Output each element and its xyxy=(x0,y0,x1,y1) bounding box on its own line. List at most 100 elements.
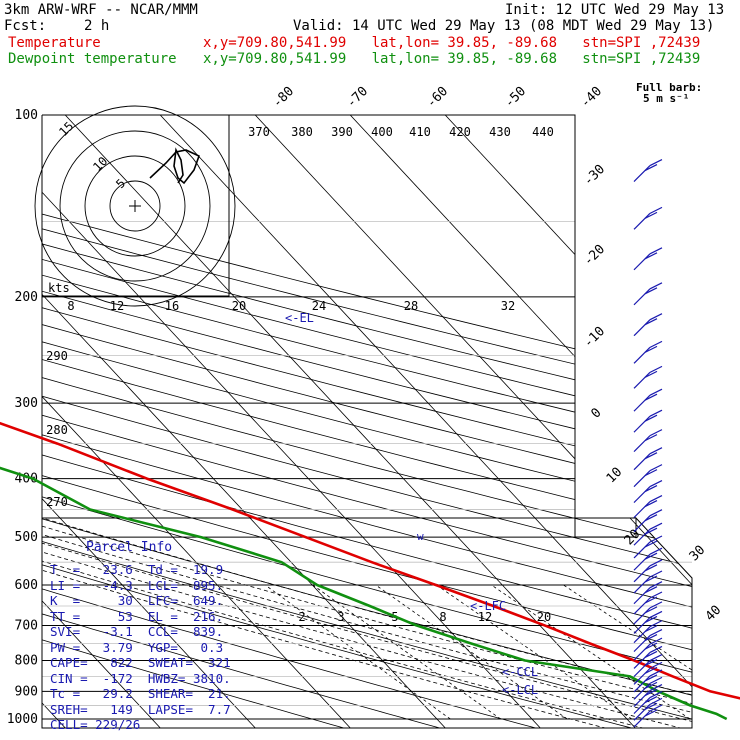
dewpoint-location: x,y=709.80,541.99 lat,lon= 39.85, -89.68… xyxy=(203,51,701,67)
hodograph-axis-label: 28 xyxy=(404,299,418,313)
wind-barb xyxy=(633,669,663,693)
wind-barb xyxy=(633,645,663,669)
wind-barb xyxy=(633,388,663,412)
moist-adiabat xyxy=(42,518,658,728)
wind-barb xyxy=(633,509,663,533)
parcel-info-title: Parcel Info xyxy=(86,540,173,555)
wind-barb xyxy=(633,535,663,559)
moist-adiabat xyxy=(42,518,692,728)
dry-adiabat xyxy=(42,518,692,728)
dry-adiabat xyxy=(42,518,358,728)
isotherm-label: -20 xyxy=(581,242,608,269)
dry-adiabat xyxy=(42,518,692,728)
hodograph-ring xyxy=(109,180,161,232)
wind-barb xyxy=(633,365,663,389)
wind-barb xyxy=(633,547,663,571)
mixing-ratio-label: 3 xyxy=(337,610,344,624)
hodograph-axis-label: 12 xyxy=(110,299,124,313)
wind-barb xyxy=(633,697,663,721)
wind-marker: w xyxy=(417,530,424,543)
dewpoint-legend: Dewpoint temperature xyxy=(8,51,177,67)
wind-barb xyxy=(633,654,663,677)
dry-adiabat xyxy=(42,518,692,728)
level-annotation: <-EL xyxy=(285,311,314,325)
isotherm-label: -60 xyxy=(424,84,451,111)
dry-adiabat xyxy=(42,518,692,728)
mixing-ratio-label: 8 xyxy=(439,610,446,624)
wind-barb xyxy=(633,620,663,644)
wind-barb xyxy=(633,480,663,503)
theta-label: 270 xyxy=(46,495,68,509)
dry-adiabat xyxy=(42,518,692,728)
hodograph-frame xyxy=(42,115,230,297)
mixing-ratio-line xyxy=(563,584,692,720)
theta-label: 390 xyxy=(331,125,353,139)
wind-barb xyxy=(633,447,663,471)
wind-barb xyxy=(633,559,663,583)
wind-barb xyxy=(633,522,663,546)
parcel-info-panel: Parcel Info T = 23.6 Td = 19.9 LI = -4.3… xyxy=(44,540,231,732)
wind-barb xyxy=(633,409,663,433)
dry-adiabat xyxy=(42,518,692,728)
hodograph-ring-label: 10 xyxy=(90,154,110,174)
wind-barb xyxy=(633,691,663,714)
dry-adiabat xyxy=(42,518,551,728)
wind-barb xyxy=(633,581,663,605)
theta-label: 370 xyxy=(248,125,270,139)
forecast-hours: 2 h xyxy=(84,18,110,34)
wind-barb xyxy=(633,282,663,306)
wind-barb xyxy=(633,313,663,337)
parcel-row: CIN = -172 HWBZ= 3810. xyxy=(50,670,231,686)
isotherm-label: -40 xyxy=(578,84,605,111)
isotherm-line xyxy=(42,518,260,728)
wind-barb xyxy=(633,247,663,271)
temperature-profile xyxy=(0,421,740,700)
isotherm-label: -10 xyxy=(581,324,608,351)
dry-adiabat xyxy=(42,518,454,728)
forecast-label: Fcst: xyxy=(4,18,47,34)
mixing-ratio-label: 12 xyxy=(478,610,492,624)
wind-barb xyxy=(633,429,663,453)
theta-label: 410 xyxy=(409,125,431,139)
isotherm-line xyxy=(324,518,692,728)
parcel-row: LI = -4.3 LCL= 895. xyxy=(50,577,224,593)
wind-barb xyxy=(633,629,663,652)
level-annotation: <-LFC xyxy=(470,599,506,613)
isotherm-line xyxy=(42,395,156,518)
parcel-row: TT = 53 EL = 216. xyxy=(50,608,224,624)
theta-label: 440 xyxy=(532,125,554,139)
parcel-row: Tc = 29.2 SHEAR= 21. xyxy=(50,686,231,701)
isotherm-label: -50 xyxy=(502,84,529,111)
isobar-label: 700 xyxy=(15,618,38,633)
hodograph-ring xyxy=(84,155,186,257)
isotherm-line xyxy=(42,293,251,518)
hodograph-ring-label: 15 xyxy=(56,119,76,139)
mixing-ratio-line xyxy=(312,584,501,720)
isotherm-line xyxy=(42,518,545,728)
isotherm-line xyxy=(229,518,692,728)
isobar-label: 600 xyxy=(15,578,38,593)
level-annotation: <-CCL xyxy=(502,665,538,679)
full-barb-unit: 5 m s⁻¹ xyxy=(643,92,690,105)
isobar-label: 200 xyxy=(15,290,38,305)
mixing-ratio-line xyxy=(264,584,451,720)
parcel-row: SVI= -3.1 CCL= 839. xyxy=(50,624,224,639)
hodograph-ring xyxy=(59,130,211,282)
moist-adiabat xyxy=(42,518,692,728)
parcel-row: PW = 3.79 YGP= 0.3 xyxy=(50,639,224,655)
wind-barb xyxy=(633,601,663,625)
parcel-row: SREH= 149 LAPSE= 7.7 xyxy=(50,701,231,717)
isotherm-line xyxy=(42,518,165,728)
hodograph-ring-label: 5 xyxy=(113,176,128,191)
isotherm-label: 20 xyxy=(622,527,644,549)
full-barb-label: Full barb: xyxy=(636,81,703,94)
theta-label: 400 xyxy=(371,125,393,139)
isotherm-line xyxy=(42,518,355,728)
parcel-row: T = 23.6 Td = 19.9 xyxy=(50,562,224,577)
valid-time: Valid: 14 UTC Wed 29 May 13 (08 MDT Wed … xyxy=(293,18,715,34)
dry-adiabat xyxy=(42,518,692,728)
wind-barb xyxy=(633,610,663,634)
isobar-label: 500 xyxy=(15,530,38,545)
isotherm-label: -30 xyxy=(581,162,608,189)
